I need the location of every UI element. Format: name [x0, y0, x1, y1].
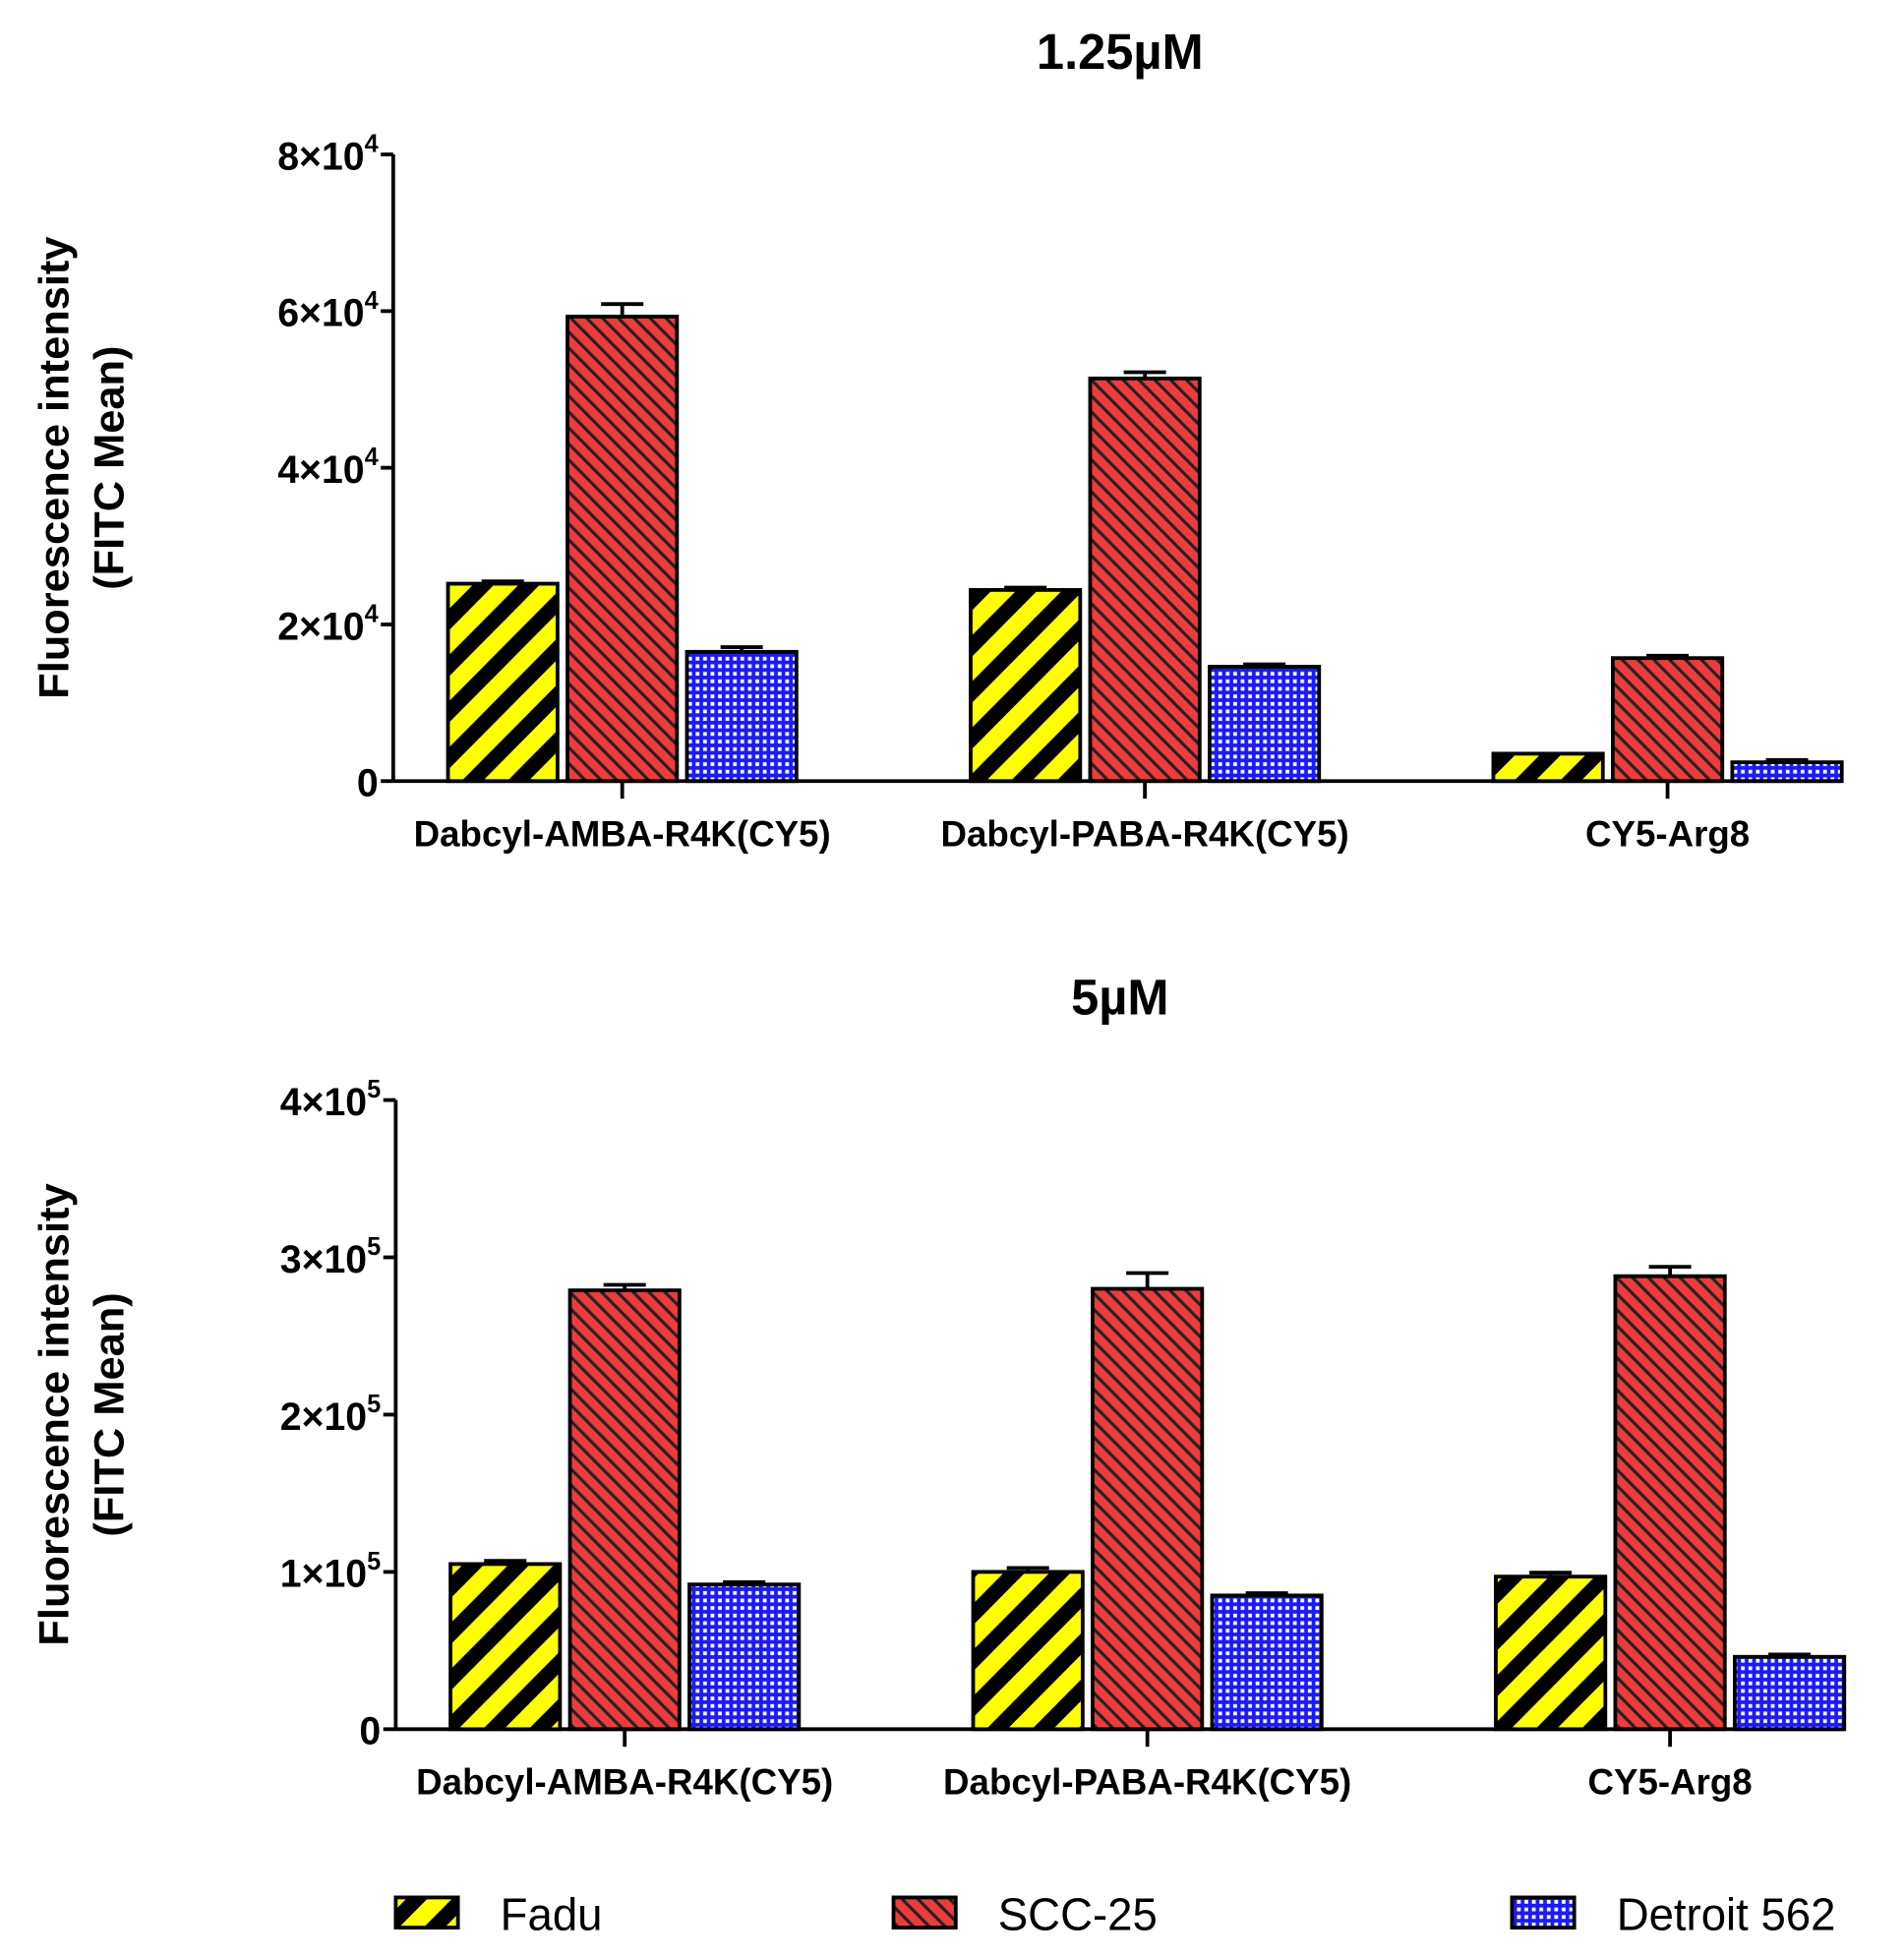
bar-fadu [1491, 751, 1605, 784]
bar-scc-25 [565, 315, 680, 784]
chart-panel-1: 5µM Fluorescence intensity (FITC Mean) 0 1×1… [31, 970, 1847, 1803]
legend-swatch [1510, 1895, 1577, 1929]
y-tick-label-base: 6×10 [277, 292, 364, 335]
x-tick-label: CY5-Arg8 [1585, 813, 1750, 854]
bar-detroit-562 [1208, 665, 1322, 784]
bar-detroit-562 [1210, 1593, 1324, 1732]
y-tick-label: 0 [357, 761, 379, 804]
x-tick-label: Dabcyl-PABA-R4K(CY5) [943, 1762, 1351, 1803]
y-tick-label: 8×104 [277, 130, 378, 178]
bar-fadu [971, 1570, 1085, 1732]
y-tick-label: 0 [359, 1709, 381, 1752]
legend-item: SCC-25 [891, 1889, 1158, 1940]
y-tick-label-base: 2×10 [277, 605, 364, 648]
y-tick-label-exponent: 5 [367, 1548, 381, 1575]
y-axis-label-line2: (FITC Mean) [86, 1292, 133, 1536]
chart-title: 5µM [1071, 970, 1168, 1026]
bar-scc-25 [567, 1288, 682, 1732]
bar-fadu [446, 581, 560, 784]
bar-fadu [448, 1562, 563, 1732]
y-tick-label-exponent: 4 [365, 287, 379, 315]
y-axis-label: Fluorescence intensity (FITC Mean) [31, 236, 133, 698]
y-tick-label-base: 0 [357, 761, 379, 804]
legend: Fadu SCC-25 Detroit 562 [393, 1889, 1836, 1940]
legend-label: SCC-25 [998, 1889, 1158, 1939]
y-axis-label: Fluorescence intensity (FITC Mean) [31, 1183, 133, 1645]
x-tick-label: Dabcyl-AMBA-R4K(CY5) [414, 813, 831, 854]
y-tick-label-base: 3×10 [280, 1238, 367, 1281]
y-tick-label: 3×105 [280, 1233, 381, 1281]
bar-scc-25 [1091, 1286, 1205, 1732]
y-tick-label-exponent: 5 [367, 1233, 381, 1261]
bar-scc-25 [1611, 656, 1725, 784]
y-axis-label-line1: Fluorescence intensity [31, 1183, 79, 1645]
y-tick-label: 4×104 [277, 444, 378, 492]
y-axis-label-line1: Fluorescence intensity [31, 236, 79, 698]
y-tick-label-exponent: 5 [367, 1076, 381, 1103]
bar-detroit-562 [1730, 760, 1844, 784]
y-tick-label-base: 1×10 [280, 1553, 367, 1596]
y-tick-label-exponent: 4 [365, 130, 379, 157]
y-tick-label-base: 4×10 [280, 1081, 367, 1124]
y-tick-label: 4×105 [280, 1076, 381, 1124]
legend-swatch [393, 1895, 460, 1929]
chart-title: 1.25µM [1037, 24, 1204, 80]
y-tick-label-exponent: 4 [365, 444, 379, 471]
bar-fadu [1494, 1574, 1608, 1732]
legend-label: Fadu [501, 1889, 603, 1939]
legend-swatch [891, 1895, 958, 1929]
legend-label: Detroit 562 [1617, 1889, 1836, 1939]
y-tick-label-base: 2×10 [280, 1395, 367, 1439]
y-axis-label-line2: (FITC Mean) [86, 345, 133, 589]
legend-item: Detroit 562 [1510, 1889, 1836, 1940]
chart-panel-0: 1.25µM Fluorescence intensity (FITC Mean) 0… [31, 24, 1844, 855]
bar-fadu [969, 587, 1083, 784]
y-tick-label: 6×104 [277, 287, 378, 335]
y-tick-label: 2×105 [280, 1391, 381, 1439]
y-tick-label-base: 4×10 [277, 448, 364, 492]
y-tick-label: 2×104 [277, 600, 378, 648]
y-tick-label-base: 0 [359, 1709, 381, 1752]
legend-item: Fadu [393, 1889, 603, 1940]
x-tick-label: Dabcyl-PABA-R4K(CY5) [941, 813, 1349, 854]
y-tick-label-exponent: 4 [365, 600, 379, 627]
x-tick-label: CY5-Arg8 [1588, 1762, 1753, 1803]
y-tick-label: 1×105 [280, 1548, 381, 1596]
bar-detroit-562 [687, 1582, 802, 1732]
x-tick-label: Dabcyl-AMBA-R4K(CY5) [416, 1762, 833, 1803]
bar-detroit-562 [684, 649, 799, 784]
y-tick-label-exponent: 5 [367, 1391, 381, 1418]
y-tick-label-base: 8×10 [277, 135, 364, 178]
bar-scc-25 [1088, 376, 1202, 784]
bar-scc-25 [1613, 1274, 1727, 1732]
bar-detroit-562 [1733, 1654, 1847, 1732]
